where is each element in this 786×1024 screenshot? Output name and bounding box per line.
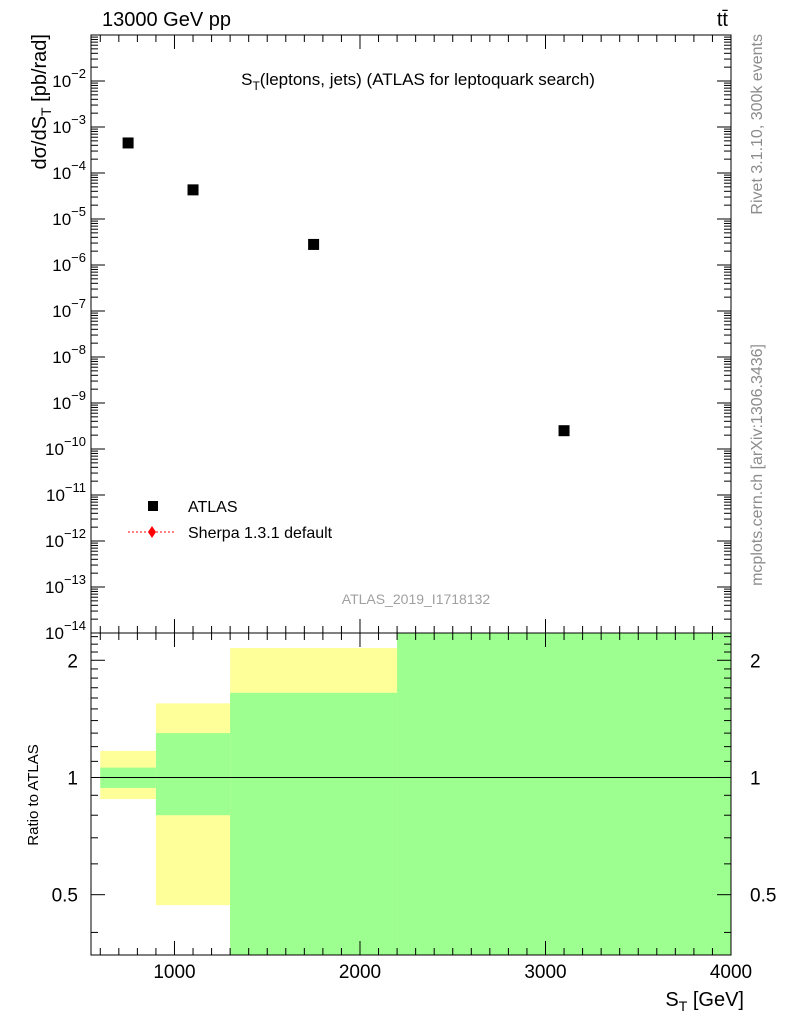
ratio-x-ticks: 1000 2000 3000 4000 — [99, 35, 752, 983]
uncertainty-band-inner — [397, 633, 731, 955]
ratio-y-tick-label: 0.5 — [52, 886, 78, 907]
main-y-tick-label: 10−10 — [45, 434, 86, 459]
main-panel: ST(leptons, jets) (ATLAS for leptoquark … — [29, 34, 732, 643]
ratio-panel: 0.5 0.5 1 1 2 2 1000 2000 3000 4000 Ratio to ATL… — [25, 35, 776, 1014]
main-y-ticks: 10−14 10−13 10−12 10−11 10−10 10−9 10−8 10−7 10−… — [45, 36, 731, 643]
data-point — [558, 425, 570, 437]
header-right: tt̄ — [717, 9, 729, 31]
legend: ATLAS Sherpa 1.3.1 default — [128, 499, 333, 542]
side-label-top: Rivet 3.1.10, 300k events — [749, 34, 766, 215]
main-y-tick-label: 10−3 — [52, 112, 86, 137]
ratio-y-tick-label-right: 0.5 — [750, 886, 776, 907]
ratio-bands — [100, 633, 731, 955]
x-axis-label: ST [GeV] — [665, 989, 744, 1014]
ratio-y-tick-label: 2 — [67, 651, 78, 672]
main-y-tick-label: 10−7 — [52, 296, 86, 321]
side-label-bottom: mcplots.cern.ch [arXiv:1306.3436] — [749, 344, 766, 586]
ratio-y-tick-label: 1 — [67, 768, 78, 789]
main-title: ST(leptons, jets) (ATLAS for leptoquark … — [241, 70, 595, 93]
main-y-tick-label: 10−6 — [52, 250, 86, 275]
ratio-y-tick-label-right: 1 — [750, 768, 761, 789]
legend-atlas-label: ATLAS — [188, 499, 238, 516]
ratio-y-tick-label-right: 2 — [750, 651, 761, 672]
ratio-frame — [90, 632, 732, 956]
main-y-tick-label: 10−14 — [45, 618, 86, 643]
main-y-tick-label: 10−4 — [52, 158, 86, 183]
y-axis-label: dσ/dST [pb/rad] — [29, 34, 54, 169]
header-left: 13000 GeV pp — [102, 9, 231, 31]
main-y-tick-label: 10−11 — [46, 480, 86, 505]
data-points — [122, 137, 570, 437]
ratio-y-ticks: 0.5 0.5 1 1 2 2 — [52, 636, 776, 933]
ratio-y-label: Ratio to ATLAS — [25, 744, 42, 845]
main-y-tick-label: 10−13 — [45, 572, 86, 597]
main-y-tick-label: 10−2 — [52, 66, 86, 91]
uncertainty-band-inner — [155, 733, 231, 816]
analysis-id: ATLAS_2019_I1718132 — [342, 591, 491, 607]
main-y-tick-label: 10−9 — [52, 388, 86, 413]
legend-sherpa-label: Sherpa 1.3.1 default — [188, 525, 333, 542]
legend-sherpa-marker — [148, 526, 156, 538]
data-point — [122, 137, 134, 149]
main-y-tick-label: 10−12 — [45, 526, 86, 551]
main-y-tick-label: 10−5 — [52, 204, 86, 229]
main-frame — [90, 34, 732, 634]
uncertainty-band-inner — [230, 692, 398, 955]
data-point — [187, 184, 199, 196]
x-tick-label: 2000 — [339, 962, 381, 983]
data-point — [308, 238, 320, 250]
legend-atlas-marker — [148, 501, 158, 511]
x-tick-label: 1000 — [153, 962, 195, 983]
main-y-tick-label: 10−8 — [52, 342, 86, 367]
x-tick-label: 4000 — [710, 962, 752, 983]
x-tick-label: 3000 — [524, 962, 566, 983]
